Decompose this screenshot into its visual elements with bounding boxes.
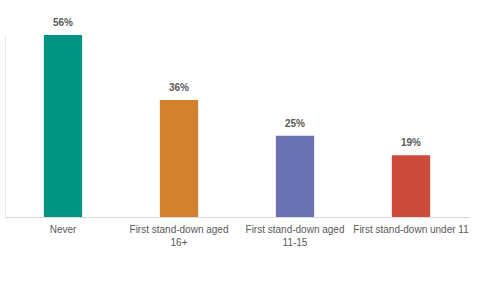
bar	[44, 35, 82, 217]
plot: NeverFirst stand-down aged16+First stand…	[6, 17, 470, 248]
x-tick-label-line: First stand-down aged	[246, 224, 345, 235]
x-tick-label-line: 11-15	[283, 237, 308, 248]
x-tick: First stand-down aged 11-15	[246, 224, 345, 248]
data-labels: 56% 36% 25% 19%	[53, 17, 421, 148]
data-label: 19%	[401, 137, 421, 148]
data-label: 56%	[53, 17, 73, 28]
x-axis-line	[6, 217, 470, 218]
y-axis-line	[5, 36, 6, 218]
bar	[276, 136, 314, 217]
x-tick-label-line: 16+	[171, 237, 188, 248]
chart: NeverFirst stand-down aged16+First stand…	[0, 0, 500, 282]
x-axis: NeverFirst stand-down aged16+First stand…	[6, 218, 470, 248]
x-tick-label: Never	[50, 224, 77, 235]
x-tick: Never	[50, 224, 77, 235]
y-axis	[5, 36, 6, 218]
x-tick-label: First stand-down aged 11-15	[246, 224, 345, 248]
x-tick: First stand-down aged 16+	[130, 224, 229, 248]
bar	[160, 100, 198, 217]
x-tick-label: First stand-down under 11	[353, 224, 469, 235]
bar	[392, 155, 430, 217]
bars	[44, 35, 430, 217]
data-label: 25%	[285, 118, 305, 129]
x-tick-label-line: First stand-down aged	[130, 224, 229, 235]
x-tick-label: First stand-down aged 16+	[130, 224, 229, 248]
data-label: 36%	[169, 82, 189, 93]
x-tick: First stand-down under 11	[353, 224, 469, 235]
